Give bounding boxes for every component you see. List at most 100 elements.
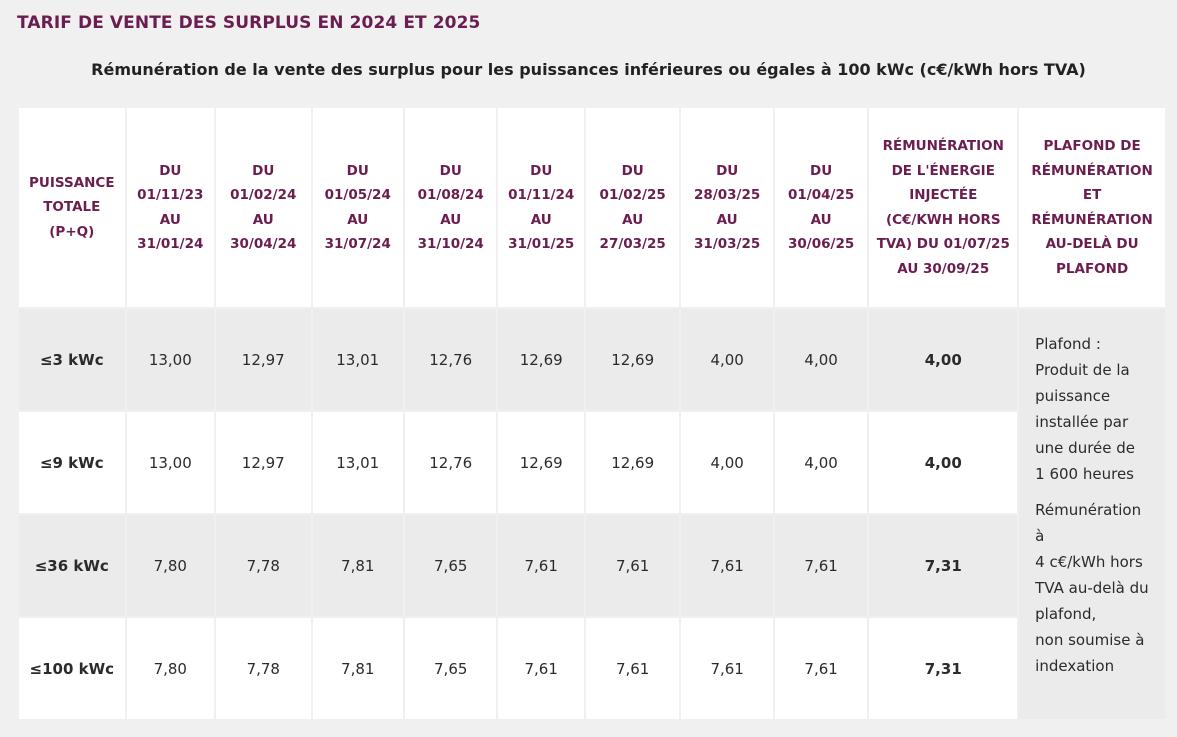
note-line: 4 c€/kWh hors <box>1035 553 1143 571</box>
power-label: ≤100 kWc <box>19 618 125 719</box>
header-line: AU <box>252 211 274 228</box>
tariff-value: 12,69 <box>585 309 680 410</box>
current-tariff-value: 7,31 <box>869 618 1018 719</box>
note-line: Plafond : <box>1035 335 1101 353</box>
header-line: DE L'ÉNERGIE <box>891 162 995 179</box>
header-line: 31/01/25 <box>508 236 575 252</box>
tariff-value: 7,80 <box>126 618 215 719</box>
header-line: AU <box>810 211 832 228</box>
plafond-note: Plafond : Produit de la puissance installée… <box>1019 309 1165 719</box>
tariff-value: 7,78 <box>216 515 311 616</box>
header-line: AU <box>622 211 644 228</box>
header-line: 30/04/24 <box>230 236 297 252</box>
header-line: INJECTÉE <box>909 187 978 203</box>
power-label: ≤9 kWc <box>19 412 125 513</box>
header-line: 31/10/24 <box>417 236 484 252</box>
tariff-value: 7,65 <box>404 618 497 719</box>
current-tariff-value: 7,31 <box>869 515 1018 616</box>
tariff-value: 4,00 <box>681 412 773 513</box>
header-line: 01/02/25 <box>599 187 666 203</box>
tariff-value: 7,61 <box>585 618 680 719</box>
tariff-value: 4,00 <box>774 412 868 513</box>
header-period-4: DU 01/08/24 AU 31/10/24 <box>404 108 497 307</box>
header-line: DU <box>716 162 739 179</box>
note-line: TVA au-delà du <box>1035 579 1149 597</box>
note-line: plafond, <box>1035 605 1097 623</box>
header-line: DU <box>439 162 462 179</box>
tariff-value: 7,61 <box>774 515 868 616</box>
header-line: AU <box>347 211 369 228</box>
header-line: AU <box>159 211 181 228</box>
current-tariff-value: 4,00 <box>869 309 1018 410</box>
header-period-8: DU 01/04/25 AU 30/06/25 <box>774 108 868 307</box>
header-line: AU <box>440 211 462 228</box>
tariff-value: 7,65 <box>404 515 497 616</box>
header-line: TOTALE <box>43 199 101 216</box>
power-label: ≤3 kWc <box>19 309 125 410</box>
tariff-value: 12,97 <box>216 309 311 410</box>
header-line: 01/11/24 <box>508 187 575 203</box>
table-row: ≤9 kWc 13,00 12,97 13,01 12,76 12,69 12,69 4,00… <box>19 412 1165 513</box>
header-line: AU <box>716 211 738 228</box>
header-period-2: DU 01/02/24 AU 30/04/24 <box>216 108 311 307</box>
header-line: RÉMUNÉRATION <box>882 138 1004 154</box>
header-line: DU <box>621 162 644 179</box>
header-line: (C€/KWH HORS <box>885 211 1001 228</box>
tariff-value: 13,00 <box>126 309 215 410</box>
tariff-value: 13,01 <box>312 412 403 513</box>
header-line: RÉMUNÉRATION <box>1031 211 1153 228</box>
header-line: TVA) DU 01/07/25 <box>876 236 1010 252</box>
power-label: ≤36 kWc <box>19 515 125 616</box>
header-line: 01/08/24 <box>417 187 484 203</box>
tariff-value: 13,01 <box>312 309 403 410</box>
header-line: PUISSANCE <box>28 174 115 191</box>
tariff-value: 12,97 <box>216 412 311 513</box>
header-line: DU <box>810 162 833 179</box>
header-line: PLAFOND <box>1056 260 1129 277</box>
header-line: DU <box>530 162 553 179</box>
tariff-value: 7,80 <box>126 515 215 616</box>
header-line: (P+Q) <box>49 223 95 240</box>
tariff-value: 13,00 <box>126 412 215 513</box>
tariff-table: PUISSANCE TOTALE (P+Q) DU 01/11/23 AU 31/01/2… <box>17 106 1167 721</box>
header-line: AU 30/09/25 <box>897 260 990 277</box>
table-row: ≤3 kWc 13,00 12,97 13,01 12,76 12,69 12,69 4,00… <box>19 309 1165 719</box>
header-period-6: DU 01/02/25 AU 27/03/25 <box>585 108 680 307</box>
table-row: ≤36 kWc 7,80 7,78 7,81 7,65 7,61 7,61 7,61 7,61 7… <box>19 515 1165 616</box>
note-line: Produit de la <box>1035 361 1130 379</box>
tariff-value: 4,00 <box>681 309 773 410</box>
note-line: à <box>1035 527 1045 545</box>
header-line: 01/04/25 <box>788 187 855 203</box>
header-line: DU <box>346 162 369 179</box>
note-line: Rémunération <box>1035 501 1142 519</box>
tariff-value: 12,76 <box>404 412 497 513</box>
tariff-value: 7,61 <box>681 618 773 719</box>
header-line: DU <box>159 162 182 179</box>
tariff-value: 12,69 <box>498 412 584 513</box>
page-title: TARIF DE VENTE DES SURPLUS EN 2024 ET 20… <box>17 13 481 33</box>
table-caption: Rémunération de la vente des surplus pou… <box>91 60 1086 79</box>
note-line: 1 600 heures <box>1035 465 1134 483</box>
tariff-value: 7,78 <box>216 618 311 719</box>
header-current-remuneration: RÉMUNÉRATION DE L'ÉNERGIE INJECTÉE (C€/KWH … <box>869 108 1018 307</box>
note-line: puissance <box>1035 387 1111 405</box>
tariff-value: 12,69 <box>498 309 584 410</box>
header-row: PUISSANCE TOTALE (P+Q) DU 01/11/23 AU 31/01/2… <box>19 108 1165 307</box>
note-line: indexation <box>1035 657 1115 675</box>
header-period-3: DU 01/05/24 AU 31/07/24 <box>312 108 403 307</box>
header-line: 28/03/25 <box>694 187 761 203</box>
tariff-value: 7,81 <box>312 515 403 616</box>
note-line: une durée de <box>1035 439 1136 457</box>
header-line: DU <box>252 162 275 179</box>
header-line: RÉMUNÉRATION <box>1031 162 1153 179</box>
tariff-value: 7,61 <box>774 618 868 719</box>
header-period-5: DU 01/11/24 AU 31/01/25 <box>498 108 584 307</box>
header-line: AU-DELÀ DU <box>1045 236 1139 252</box>
header-line: 01/11/23 <box>137 187 204 203</box>
header-line: ET <box>1082 187 1102 203</box>
header-line: 31/03/25 <box>694 236 761 252</box>
current-tariff-value: 4,00 <box>869 412 1018 513</box>
header-line: 01/02/24 <box>230 187 297 203</box>
note-spacer <box>1035 487 1155 497</box>
header-line: AU <box>530 211 552 228</box>
